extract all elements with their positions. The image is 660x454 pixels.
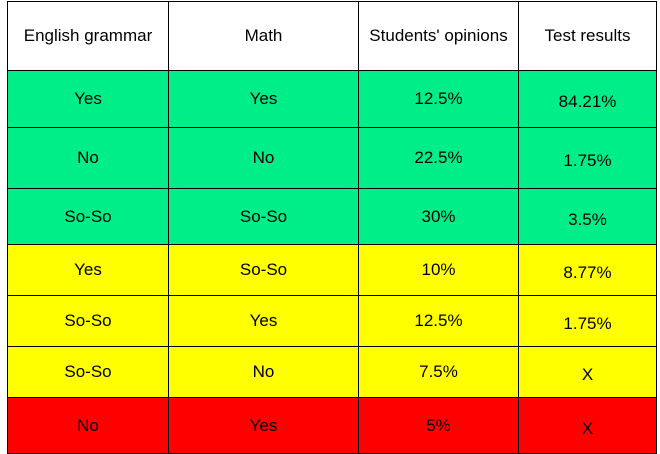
table-header-row: English grammar Math Students' opinions …: [7, 1, 657, 71]
cell-english-grammar: So-So: [7, 188, 169, 245]
cell-math: Yes: [168, 70, 359, 128]
cell-students-opinions: 30%: [358, 188, 519, 245]
cell-test-results: 3.5%: [518, 188, 657, 245]
cell-math: So-So: [168, 188, 359, 245]
cell-english-grammar: So-So: [7, 295, 169, 347]
cell-english-grammar: So-So: [7, 346, 169, 398]
header-test-results: Test results: [518, 1, 657, 71]
cell-math: Yes: [168, 397, 359, 454]
results-table: English grammar Math Students' opinions …: [7, 1, 657, 454]
table-row: Yes So-So 10% 8.77%: [7, 244, 657, 296]
cell-english-grammar: Yes: [7, 70, 169, 128]
table-row: So-So No 7.5% X: [7, 346, 657, 398]
table-row: So-So So-So 30% 3.5%: [7, 188, 657, 245]
table-row: No Yes 5% X: [7, 397, 657, 454]
cell-students-opinions: 12.5%: [358, 70, 519, 128]
header-students-opinions: Students' opinions: [358, 1, 519, 71]
header-math: Math: [168, 1, 359, 71]
cell-test-results: 84.21%: [518, 70, 657, 128]
table-row: No No 22.5% 1.75%: [7, 127, 657, 189]
cell-math: No: [168, 346, 359, 398]
cell-english-grammar: Yes: [7, 244, 169, 296]
cell-test-results: X: [518, 346, 657, 398]
cell-math: So-So: [168, 244, 359, 296]
table-row: So-So Yes 12.5% 1.75%: [7, 295, 657, 347]
header-english-grammar: English grammar: [7, 1, 169, 71]
cell-english-grammar: No: [7, 397, 169, 454]
cell-test-results: 1.75%: [518, 295, 657, 347]
cell-test-results: X: [518, 397, 657, 454]
cell-students-opinions: 12.5%: [358, 295, 519, 347]
cell-students-opinions: 7.5%: [358, 346, 519, 398]
table-row: Yes Yes 12.5% 84.21%: [7, 70, 657, 128]
cell-students-opinions: 5%: [358, 397, 519, 454]
cell-students-opinions: 22.5%: [358, 127, 519, 189]
cell-students-opinions: 10%: [358, 244, 519, 296]
cell-math: Yes: [168, 295, 359, 347]
cell-test-results: 1.75%: [518, 127, 657, 189]
cell-math: No: [168, 127, 359, 189]
cell-test-results: 8.77%: [518, 244, 657, 296]
cell-english-grammar: No: [7, 127, 169, 189]
